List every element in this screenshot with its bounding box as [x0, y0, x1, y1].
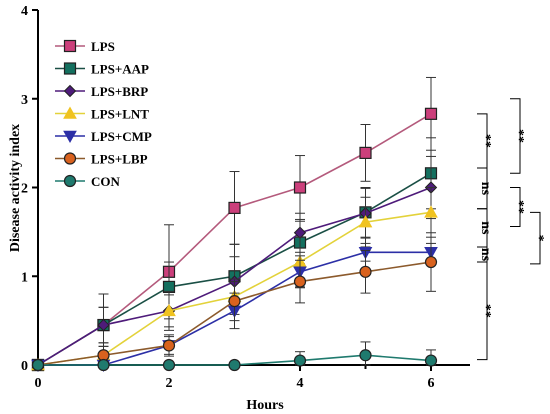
significance-bracket: **	[477, 261, 493, 361]
data-point	[358, 215, 373, 228]
bracket-line	[477, 261, 488, 361]
data-point	[424, 205, 438, 218]
legend-marker	[63, 106, 77, 119]
x-tick-label: 0	[35, 376, 42, 391]
data-point	[424, 255, 438, 269]
legend-marker	[63, 152, 77, 165]
data-point	[162, 339, 176, 352]
x-tick-label: 6	[428, 376, 435, 391]
data-point	[359, 265, 372, 278]
y-tick-label: 3	[21, 93, 28, 108]
data-point	[162, 280, 176, 293]
legend-marker	[63, 174, 77, 188]
data-point	[424, 107, 438, 120]
data-point	[162, 303, 176, 317]
data-point	[424, 354, 438, 367]
data-point	[228, 201, 241, 215]
data-point	[293, 354, 307, 367]
legend-label: LPS	[91, 39, 115, 54]
significance-label: ns	[478, 182, 493, 196]
legend-label: LPS+LBP	[91, 152, 148, 167]
significance-bracket: **	[477, 113, 493, 169]
series-layer	[31, 76, 438, 373]
data-point	[31, 358, 45, 372]
data-point	[359, 146, 372, 159]
legend-label: LPS+CMP	[91, 129, 152, 144]
x-axis-label: Hours	[246, 398, 284, 413]
legend-marker	[63, 130, 77, 144]
significance-bracket: ns	[477, 246, 493, 263]
data-point	[293, 275, 307, 288]
bracket-line	[510, 98, 521, 174]
data-point	[97, 358, 110, 372]
significance-label: **	[478, 304, 493, 318]
data-point	[97, 318, 110, 332]
y-tick-label: 0	[21, 359, 28, 374]
legend-marker	[63, 62, 77, 75]
y-axis-label: Disease activity index	[8, 124, 23, 252]
significance-label: ns	[478, 221, 493, 235]
axes: 0 1 2 3 4 0 2 4 6	[21, 4, 470, 391]
significance-bracket: **	[510, 98, 526, 174]
data-point	[359, 349, 372, 362]
y-tick-label: 2	[21, 182, 28, 197]
significance-bracket: *	[530, 211, 546, 265]
legend-label: CON	[91, 174, 121, 189]
significance-bracket: **	[510, 187, 526, 228]
y-tick-label: 1	[21, 270, 28, 285]
x-tick-label: 2	[166, 376, 173, 391]
data-point	[228, 358, 241, 372]
significance-bracket: ns	[477, 208, 493, 248]
bracket-line	[510, 187, 521, 228]
significance-label: **	[511, 129, 526, 143]
significance-bracket: ns	[477, 167, 493, 210]
data-point	[228, 295, 241, 308]
significance-label: **	[511, 200, 526, 214]
bracket-line	[530, 211, 541, 265]
data-point	[162, 358, 176, 372]
significance-label: ns	[478, 248, 493, 262]
significance-label: **	[478, 134, 493, 148]
x-tick-label: 4	[297, 376, 304, 391]
significance-brackets: ** ** ns ** ns * ns **	[477, 98, 546, 361]
significance-label: *	[531, 235, 546, 242]
legend-label: LPS+AAP	[91, 62, 149, 77]
data-point	[293, 181, 307, 194]
legend-label: LPS+BRP	[91, 84, 148, 99]
y-tick-label: 4	[21, 4, 28, 19]
series-con	[31, 341, 438, 372]
legend-label: LPS+LNT	[91, 107, 149, 122]
legend-marker	[63, 84, 77, 98]
legend: LPS LPS+AAP LPS+BRP LPS+LNT LPS+CMP LPS+LBP CO…	[55, 39, 152, 189]
legend-marker	[63, 39, 77, 53]
